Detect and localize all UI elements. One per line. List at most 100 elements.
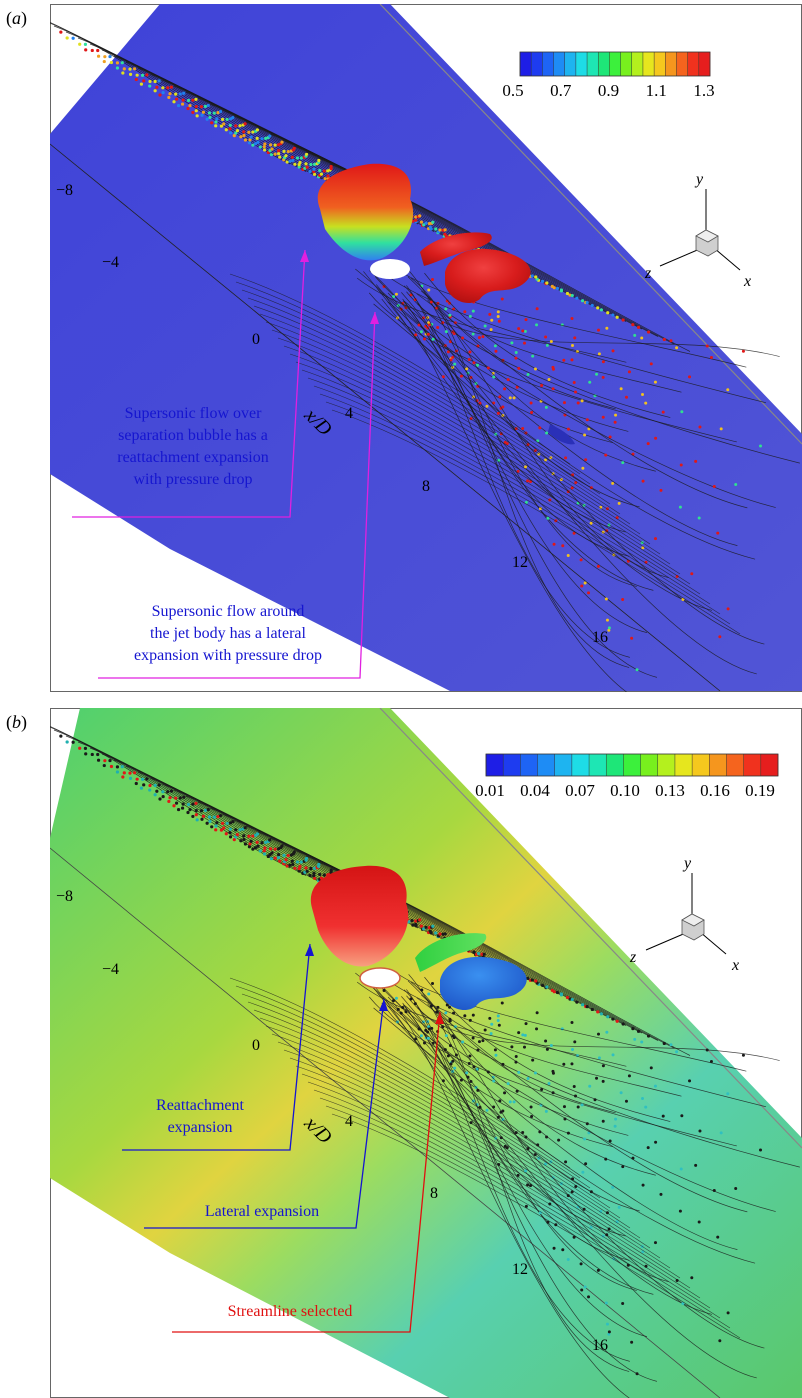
colorbar-border bbox=[485, 753, 779, 777]
streamline-marker bbox=[228, 831, 232, 835]
streamline-marker bbox=[521, 1130, 525, 1134]
streamline-marker bbox=[496, 1115, 500, 1119]
streamline bbox=[313, 1089, 711, 1309]
streamline bbox=[235, 985, 581, 1179]
streamline-marker bbox=[449, 358, 453, 362]
colorbar-segment bbox=[571, 754, 590, 776]
streamline bbox=[424, 976, 671, 1122]
streamline-marker bbox=[102, 763, 106, 768]
streamline-marker bbox=[583, 581, 587, 585]
streamline-marker bbox=[434, 227, 438, 231]
streamline-marker bbox=[444, 307, 448, 311]
streamline-marker bbox=[452, 332, 456, 336]
streamline-marker bbox=[215, 117, 219, 121]
streamline-marker bbox=[186, 802, 191, 807]
streamline-marker bbox=[195, 818, 199, 822]
streamline bbox=[369, 270, 640, 508]
streamline-marker bbox=[419, 330, 423, 334]
streamline-marker bbox=[524, 1169, 528, 1173]
streamline-marker bbox=[571, 1177, 575, 1181]
streamline-marker bbox=[690, 572, 694, 576]
streamline-marker bbox=[191, 110, 195, 115]
streamline-marker bbox=[161, 794, 165, 799]
streamline-marker bbox=[607, 628, 611, 632]
streamline-marker bbox=[427, 288, 431, 292]
streamline-marker bbox=[304, 162, 308, 166]
streamline-marker bbox=[570, 358, 574, 362]
streamline-marker bbox=[78, 746, 82, 750]
streamline-marker bbox=[429, 1004, 433, 1008]
streamline-marker bbox=[239, 839, 243, 843]
streamline-marker bbox=[653, 537, 657, 541]
streamline-marker bbox=[545, 431, 549, 435]
streamline-marker bbox=[675, 575, 679, 579]
streamline bbox=[289, 353, 671, 565]
panel-b: (b) bbox=[0, 704, 802, 1398]
colorbar-segment bbox=[631, 52, 644, 76]
streamline-marker bbox=[191, 802, 195, 806]
streamline-marker bbox=[489, 328, 493, 332]
streamline-marker bbox=[423, 1041, 427, 1045]
streamline-marker bbox=[471, 1036, 475, 1040]
streamline-marker bbox=[205, 117, 209, 121]
streamline-marker bbox=[166, 790, 170, 794]
streamline-marker bbox=[191, 814, 195, 819]
streamline-marker bbox=[304, 866, 308, 870]
streamline-marker bbox=[588, 1084, 592, 1088]
colorbar-segment bbox=[665, 52, 677, 76]
streamline-marker bbox=[712, 484, 716, 488]
streamline-marker bbox=[472, 361, 476, 365]
streamline-marker bbox=[158, 93, 162, 97]
streamline-marker bbox=[579, 558, 583, 562]
streamline bbox=[427, 1003, 656, 1176]
streamline-marker bbox=[467, 1061, 471, 1065]
streamline-marker bbox=[429, 300, 433, 304]
streamline bbox=[229, 273, 571, 465]
streamline-marker bbox=[646, 330, 651, 334]
streamline-marker bbox=[716, 531, 720, 535]
streamline-marker bbox=[180, 806, 185, 810]
streamline bbox=[307, 1081, 701, 1299]
streamline-marker bbox=[178, 796, 182, 800]
streamline-marker bbox=[220, 821, 225, 826]
streamline-marker bbox=[526, 1183, 530, 1187]
streamline-marker bbox=[562, 358, 566, 362]
streamline-marker bbox=[285, 864, 289, 868]
streamline-marker bbox=[521, 1033, 525, 1037]
streamline-marker bbox=[611, 1185, 615, 1189]
streamline-marker bbox=[468, 314, 472, 318]
colorbar-tick-label: 0.07 bbox=[565, 781, 595, 800]
streamline-marker bbox=[584, 1162, 588, 1166]
streamline-marker bbox=[65, 36, 69, 40]
colorbar-segment bbox=[743, 754, 762, 776]
streamline-marker bbox=[545, 1047, 549, 1051]
streamline-marker bbox=[718, 1339, 722, 1343]
streamline-marker bbox=[96, 54, 101, 58]
streamline bbox=[397, 973, 747, 1072]
streamline-marker bbox=[84, 752, 88, 756]
streamline-marker bbox=[562, 1105, 566, 1109]
streamline bbox=[245, 825, 579, 1004]
colorbar-segment bbox=[575, 52, 588, 76]
streamline-marker bbox=[583, 433, 587, 437]
separation-shock-isosurface bbox=[310, 865, 409, 967]
streamline-marker bbox=[485, 404, 489, 408]
streamline-marker bbox=[611, 1017, 615, 1021]
axis-tick: 8 bbox=[430, 1185, 438, 1202]
streamline-marker bbox=[135, 73, 139, 77]
streamline-marker bbox=[540, 384, 544, 388]
axis-tick: −4 bbox=[102, 961, 119, 978]
colorbar-segment bbox=[692, 754, 710, 776]
streamline-marker bbox=[319, 172, 324, 176]
streamline bbox=[363, 975, 713, 1315]
streamline-marker bbox=[295, 156, 300, 160]
streamline-marker bbox=[280, 844, 284, 848]
streamline-marker bbox=[288, 159, 292, 163]
streamline-marker bbox=[570, 1020, 574, 1024]
streamline-marker bbox=[489, 1032, 493, 1036]
streamline-marker bbox=[726, 388, 730, 392]
colorbar-tick-label: 0.01 bbox=[475, 781, 505, 800]
streamline-marker bbox=[608, 435, 612, 439]
streamline-marker bbox=[491, 1075, 495, 1079]
streamline-marker bbox=[128, 67, 132, 71]
